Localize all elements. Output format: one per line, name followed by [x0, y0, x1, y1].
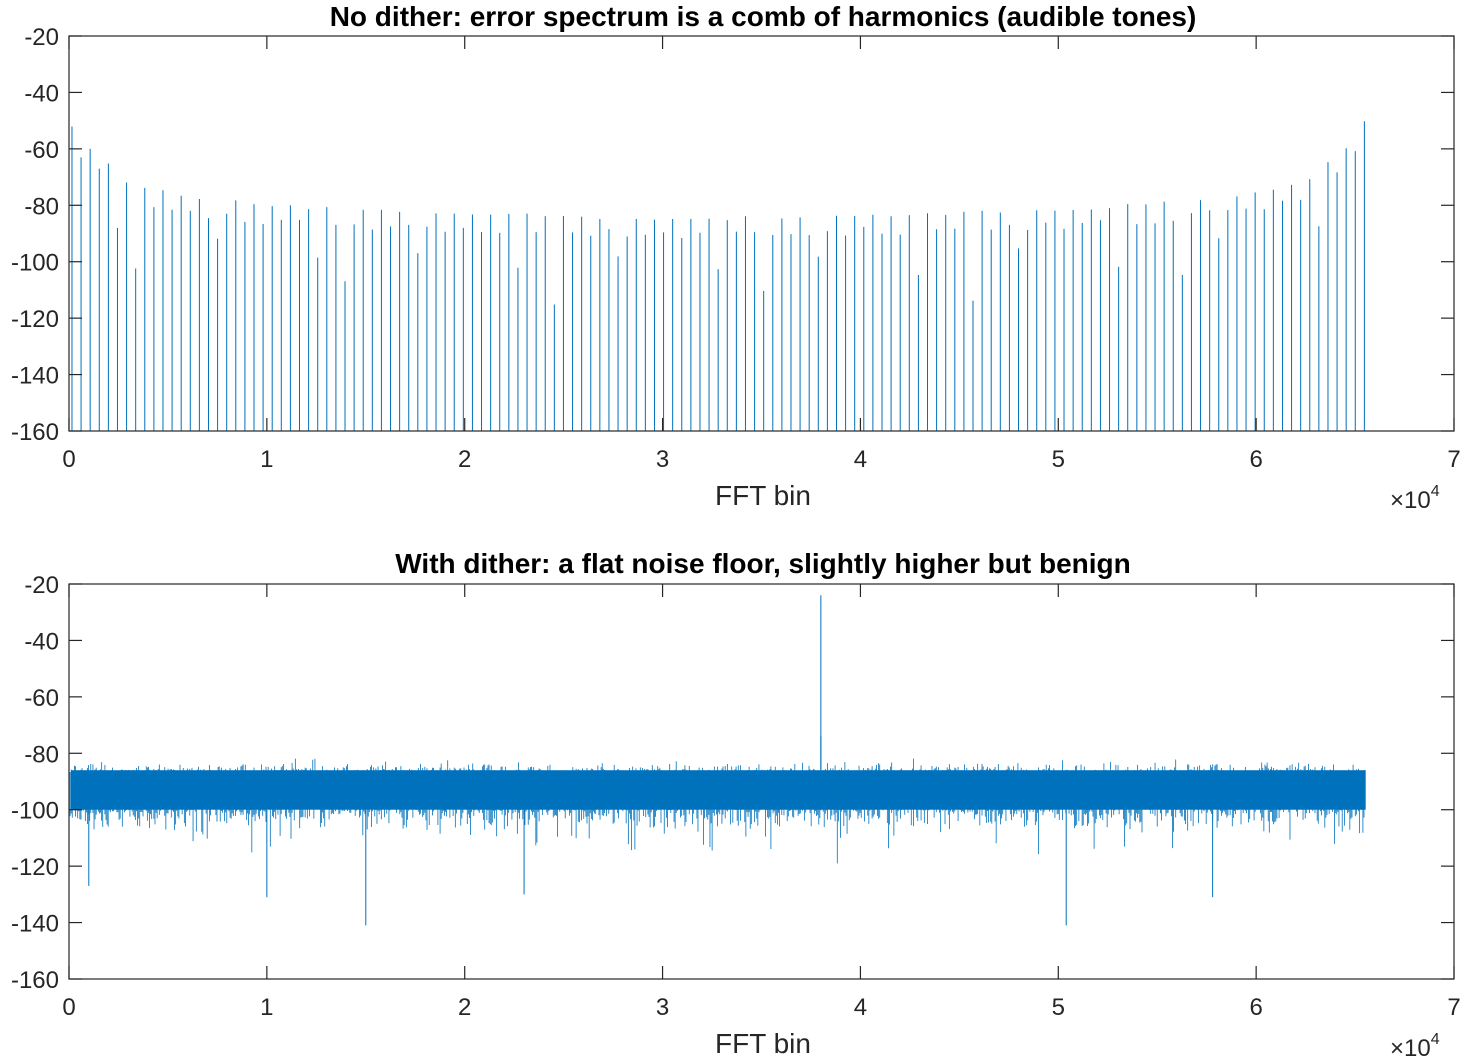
y-tick-label: -120 [11, 854, 59, 881]
y-tick-label: -100 [11, 798, 59, 825]
x-tick-label: 2 [458, 446, 471, 473]
y-tick-label: -40 [24, 80, 59, 107]
panel-with-dither: With dither: a flat noise floor, slightl… [11, 548, 1461, 1058]
y-tick-label: -160 [11, 967, 59, 994]
noise-floor [68, 595, 1366, 926]
comb-spikes [71, 121, 1365, 431]
x-exponent-power: 4 [1431, 483, 1440, 500]
x-tick-label: 6 [1249, 446, 1262, 473]
panel-no-dither: No dither: error spectrum is a comb of h… [11, 1, 1461, 514]
chart-title: No dither: error spectrum is a comb of h… [330, 1, 1197, 32]
x-tick-label: 7 [1447, 446, 1460, 473]
x-tick-label: 0 [62, 994, 75, 1021]
x-exponent-label: ×104 [1390, 483, 1440, 514]
y-tick-label: -100 [11, 250, 59, 277]
y-tick-label: -40 [24, 628, 59, 655]
y-tick-label: -60 [24, 137, 59, 164]
x-tick-label: 7 [1447, 994, 1460, 1021]
x-tick-label: 5 [1052, 446, 1065, 473]
chart-title: With dither: a flat noise floor, slightl… [395, 548, 1131, 579]
y-tick-label: -140 [11, 363, 59, 390]
plot-area [68, 583, 1455, 980]
ticks: 0 1 2 3 4 5 6 7 -20 -40 -60 -80 -100 -120 -140 -160 [11, 572, 1461, 1021]
x-axis-label: FFT bin [715, 480, 811, 511]
x-exponent-power: 4 [1431, 1031, 1440, 1048]
x-axis-label: FFT bin [715, 1028, 811, 1058]
x-tick-label: 1 [260, 994, 273, 1021]
x-tick-label: 5 [1052, 994, 1065, 1021]
x-tick-label: 3 [656, 994, 669, 1021]
x-tick-label: 0 [62, 446, 75, 473]
y-tick-label: -20 [24, 572, 59, 599]
x-tick-label: 6 [1249, 994, 1262, 1021]
series-comb [71, 121, 1365, 431]
y-tick-label: -120 [11, 306, 59, 333]
x-tick-label: 3 [656, 446, 669, 473]
y-tick-label: -80 [24, 193, 59, 220]
y-tick-label: -80 [24, 741, 59, 768]
x-tick-label: 1 [260, 446, 273, 473]
plot-area [68, 35, 1455, 432]
x-tick-label: 4 [854, 446, 867, 473]
x-exponent-label: ×104 [1390, 1031, 1440, 1058]
x-tick-label: 2 [458, 994, 471, 1021]
y-tick-label: -60 [24, 685, 59, 712]
x-tick-label: 4 [854, 994, 867, 1021]
y-tick-label: -20 [24, 24, 59, 51]
y-tick-label: -160 [11, 419, 59, 446]
ticks: 0 1 2 3 4 5 6 7 -20 -40 -60 -80 -100 -120 -140 -160 [11, 24, 1461, 473]
y-tick-label: -140 [11, 911, 59, 938]
